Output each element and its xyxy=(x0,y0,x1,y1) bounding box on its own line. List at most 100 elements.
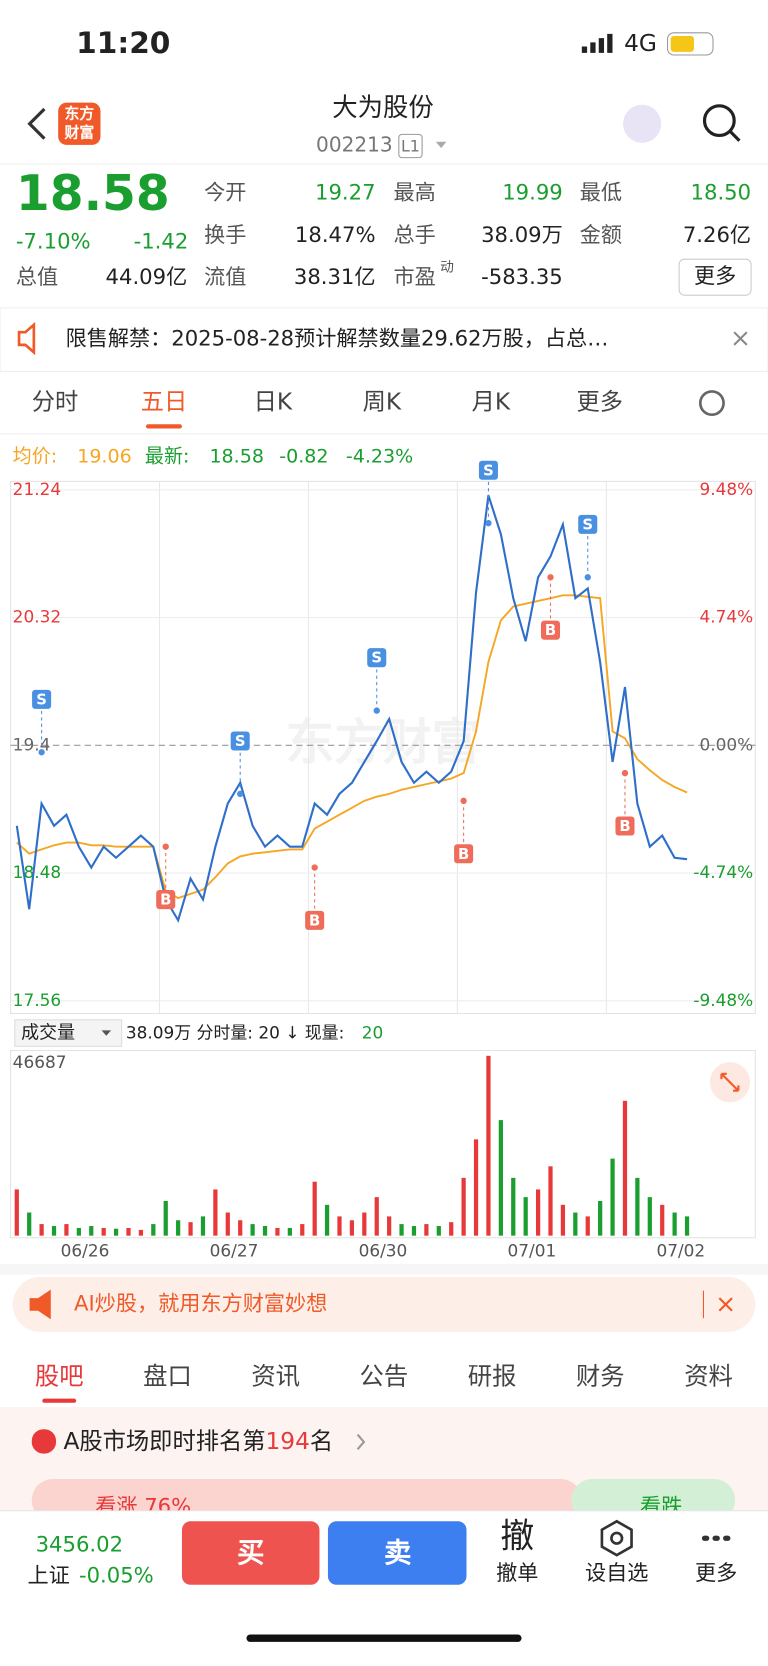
more-footer[interactable]: 更多 xyxy=(695,1560,737,1585)
close-banner[interactable] xyxy=(718,1297,733,1312)
dropdown xyxy=(101,1030,112,1036)
time: 11:20 xyxy=(76,26,170,60)
trade-marker-label: S xyxy=(371,650,382,667)
back-button[interactable] xyxy=(27,107,46,140)
y-tick-label: 17.56 xyxy=(13,990,61,1010)
change-pct: -7.10% xyxy=(16,228,91,253)
volume-bar xyxy=(151,1224,156,1236)
volume-label: 成交量 xyxy=(21,1023,75,1044)
y-tick-label: 21.24 xyxy=(13,479,61,499)
ai-banner[interactable] xyxy=(12,1276,756,1332)
trade-marker[interactable] xyxy=(305,910,325,930)
stat-sup: 动 xyxy=(440,260,454,276)
trade-marker[interactable] xyxy=(540,620,561,640)
trade-marker-label: B xyxy=(619,818,630,835)
stat-value: 18.50 xyxy=(691,180,752,205)
dropdown[interactable] xyxy=(435,141,447,149)
chevron xyxy=(356,1433,366,1451)
volume-bar xyxy=(200,1216,206,1236)
volume-bar xyxy=(188,1222,193,1236)
megaphone-icon xyxy=(29,1289,51,1320)
x-tick-label: 07/02 xyxy=(656,1241,705,1261)
trade-point xyxy=(373,707,380,714)
logo xyxy=(58,102,101,145)
bottom-tab[interactable]: 股吧 xyxy=(35,1361,84,1390)
volume-bar xyxy=(436,1226,441,1236)
trade-marker-label: S xyxy=(36,691,47,708)
volume-bar xyxy=(672,1212,677,1236)
stat-value: 19.27 xyxy=(315,180,376,205)
more-button[interactable] xyxy=(678,258,752,296)
cancel-label[interactable]: 撤单 xyxy=(496,1560,538,1585)
bottom-tab[interactable]: 资讯 xyxy=(251,1361,300,1390)
cancel-icon[interactable]: 撤 xyxy=(500,1517,534,1556)
y2-tick-label: 4.74% xyxy=(699,607,753,627)
volume-bar xyxy=(312,1181,317,1236)
assistant-icon[interactable] xyxy=(623,104,662,143)
sell-button[interactable] xyxy=(327,1521,467,1585)
close-notice[interactable] xyxy=(733,331,748,346)
bottom-tab[interactable]: 研报 xyxy=(468,1361,517,1390)
chart-tab[interactable]: 月K xyxy=(472,389,511,416)
volume-bar xyxy=(660,1204,665,1236)
x-tick-label: 06/26 xyxy=(61,1241,110,1261)
chart-tab[interactable]: 周K xyxy=(363,389,402,416)
bottom-tab[interactable]: 盘口 xyxy=(143,1361,192,1390)
chart-tab[interactable]: 日K xyxy=(254,389,293,416)
notice-bar[interactable] xyxy=(0,307,768,372)
chart-tab[interactable]: 五日 xyxy=(141,389,188,416)
trade-point xyxy=(460,797,467,805)
volume-bar xyxy=(225,1212,230,1236)
last-label: 最新: xyxy=(145,446,189,468)
volume-bar xyxy=(523,1197,528,1236)
search-icon[interactable] xyxy=(702,104,736,138)
settings-icon[interactable] xyxy=(698,390,725,417)
volume-bar xyxy=(250,1224,255,1236)
bottom-tab[interactable]: 公告 xyxy=(360,1361,409,1390)
trade-marker[interactable] xyxy=(32,689,52,709)
chart-tab[interactable]: 更多 xyxy=(577,389,624,416)
y-tick-label: 18.48 xyxy=(13,862,61,882)
price-line xyxy=(15,494,688,923)
watch-label[interactable]: 设自选 xyxy=(585,1560,648,1585)
legend-change-pct: -4.23% xyxy=(346,446,413,468)
change: -1.42 xyxy=(134,228,189,253)
volume-bar xyxy=(411,1226,417,1236)
trade-marker[interactable] xyxy=(230,731,250,751)
trade-marker[interactable] xyxy=(578,514,598,534)
stock-code: 002213 xyxy=(316,132,393,156)
y2-tick-label: -4.74% xyxy=(693,862,753,882)
battery-level xyxy=(670,35,694,52)
stat-value: 44.09亿 xyxy=(106,264,188,289)
bottom-tab[interactable]: 资料 xyxy=(684,1361,733,1390)
volume-bar xyxy=(560,1204,566,1236)
x-tick-label: 06/30 xyxy=(359,1241,408,1261)
volume-selector[interactable] xyxy=(14,1019,123,1047)
trade-marker[interactable] xyxy=(478,460,498,480)
volume-now: 20 xyxy=(362,1023,384,1043)
buy-button[interactable] xyxy=(181,1521,320,1585)
volume-bar xyxy=(76,1227,81,1236)
bottom-tab[interactable]: 财务 xyxy=(576,1361,625,1390)
trade-marker[interactable] xyxy=(156,890,176,910)
stat-label: 今开 xyxy=(204,180,246,205)
chart-tab[interactable]: 分时 xyxy=(32,389,79,416)
volume-bar xyxy=(14,1189,19,1236)
volume-bar xyxy=(535,1189,541,1236)
stat-label: 市盈 xyxy=(394,264,436,289)
index-name: 上证 xyxy=(28,1562,70,1587)
trade-marker[interactable] xyxy=(454,844,474,864)
trade-marker-label: B xyxy=(545,622,556,639)
x-tick-label: 06/27 xyxy=(210,1241,259,1261)
trade-point xyxy=(311,864,318,871)
price: 18.58 xyxy=(16,166,170,222)
trade-marker[interactable] xyxy=(367,648,387,668)
network: 4G xyxy=(624,30,657,57)
rank-icon xyxy=(31,1429,57,1454)
volume-bar xyxy=(89,1226,94,1236)
avg-value: 19.06 xyxy=(77,446,131,468)
watch-icon[interactable] xyxy=(600,1519,633,1557)
trade-marker[interactable] xyxy=(615,816,635,836)
volume-bar xyxy=(163,1200,168,1236)
